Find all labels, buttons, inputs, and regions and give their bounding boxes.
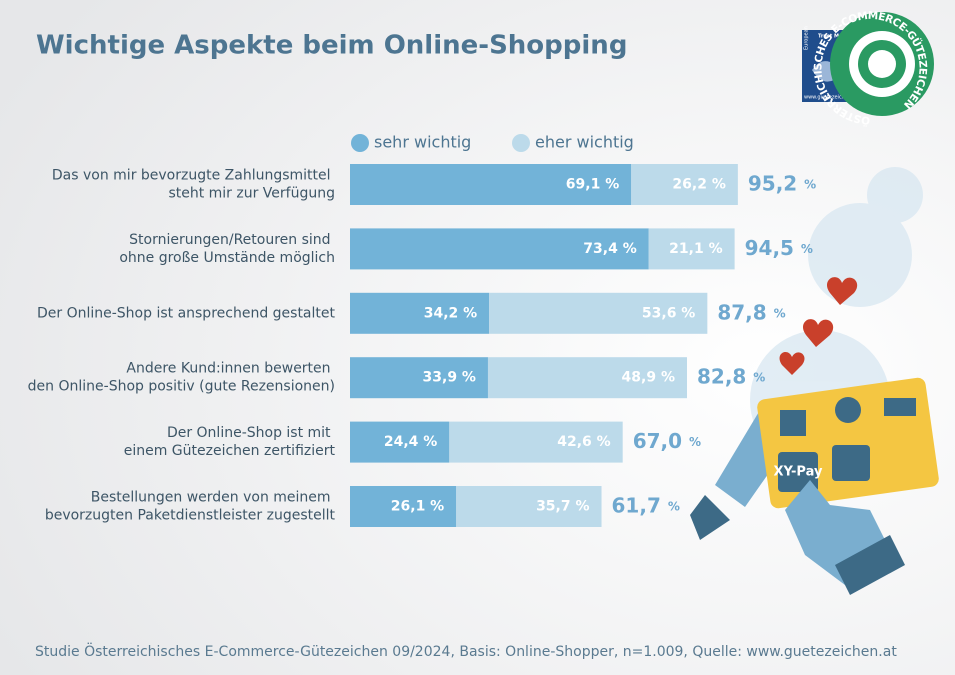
value-label: 34,2 % [424,305,477,321]
bar-segment [648,228,735,270]
logo-url: www.guetezeichen.at [804,95,858,101]
value-label: 69,1 % [566,177,619,193]
value-label: 21,1 % [669,241,722,257]
total-label: 82,8 % [697,364,765,388]
value-label: 35,7 % [536,499,589,515]
value-label: 24,4 % [384,434,437,450]
legend-swatch [512,134,530,152]
logo-european: European [804,26,810,50]
category-label: Bestellungen werden von meinem bevorzugt… [45,490,336,524]
value-label: 33,9 % [423,370,476,386]
value-label: 26,1 % [391,499,444,515]
illustration: XY-Pay [690,277,939,595]
bar-segment [631,164,738,205]
category-label: Andere Kund:innen bewerten den Online-Sh… [28,361,335,395]
bar-segment [456,486,602,527]
logo: www.guetezeichen.at Trust Mark European … [802,10,934,128]
chart-title: Wichtige Aspekte beim Online-Shopping [36,31,627,61]
bar-segment [350,228,649,270]
total-label: 94,5 % [745,235,813,259]
footnote: Studie Österreichisches E-Commerce-Gütez… [35,642,897,660]
category-label: Stornierungen/Retouren sind ohne große U… [119,232,335,266]
total-label: 67,0 % [633,429,701,453]
category-label: Das von mir bevorzugte Zahlungsmittel st… [52,168,335,202]
total-label: 87,8 % [717,300,785,324]
total-label: 61,7 % [612,493,680,517]
legend-label: sehr wichtig [374,133,471,152]
value-label: 53,6 % [642,305,695,321]
bar-segment [350,421,450,463]
value-label: 42,6 % [557,434,610,450]
category-label: Der Online-Shop ist ansprechend gestalte… [37,305,336,321]
bar-segment [350,486,457,527]
bar-segment [350,292,490,334]
value-label: 26,2 % [672,177,725,193]
bar-segment [350,164,632,205]
legend-swatch [351,134,369,152]
bar-segment [489,292,708,334]
bar-segment [449,421,623,463]
total-label: 95,2 % [748,171,816,195]
legend-label: eher wichtig [535,133,634,152]
card-pay: XY-Pay [774,465,823,480]
value-label: 48,9 % [622,370,675,386]
logo-trust: Trust Mark [818,34,849,40]
category-label: Der Online-Shop ist mit einem Gütezeiche… [124,425,336,459]
bar-segment [487,357,687,399]
bar-segment [350,357,488,399]
value-label: 73,4 % [583,241,636,257]
